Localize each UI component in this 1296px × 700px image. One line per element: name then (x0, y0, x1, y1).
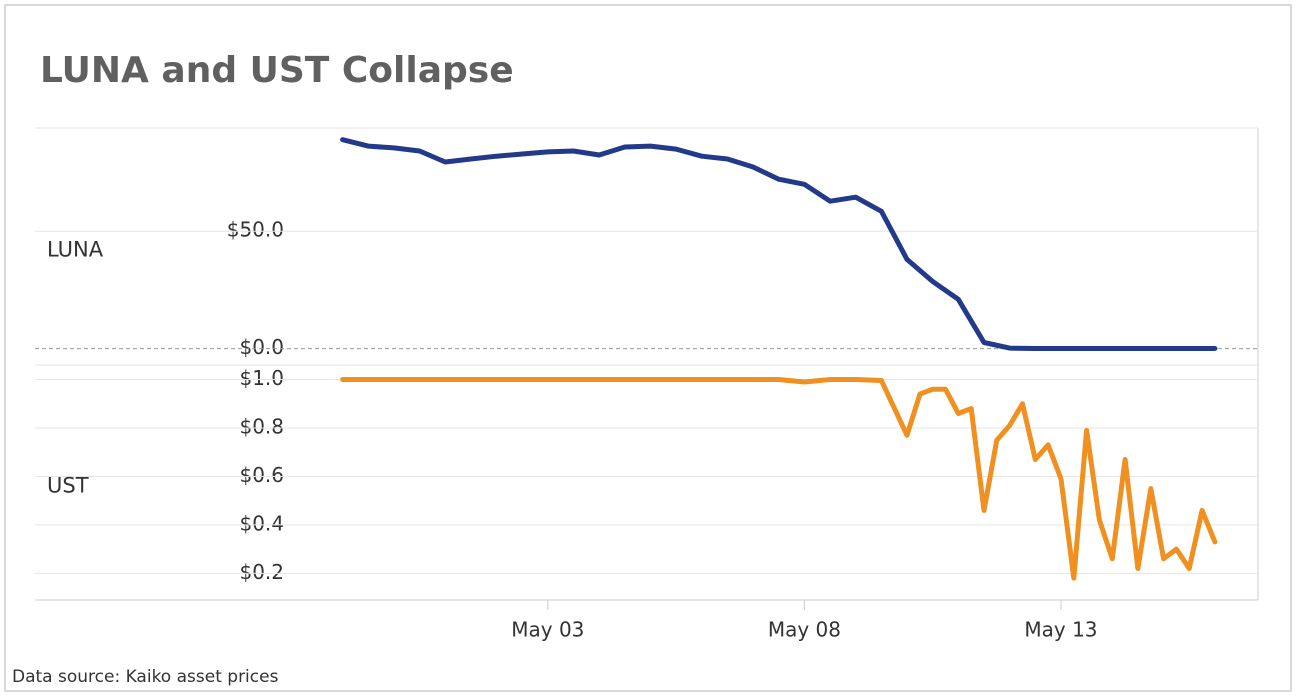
data-line (340, 137, 1218, 351)
y-tick-label: $0.0 (239, 335, 284, 359)
y-tick-label: $0.4 (239, 511, 284, 535)
y-tick-label: $0.8 (239, 414, 284, 438)
y-tick-label: $1.0 (239, 366, 284, 390)
y-tick-label: $0.6 (239, 463, 284, 487)
y-tick-label: $0.2 (239, 560, 284, 584)
source-note: Data source: Kaiko asset prices (12, 667, 279, 687)
x-tick-label: May 08 (768, 618, 841, 642)
y-tick-label: $50.0 (227, 218, 284, 242)
series-label: UST (47, 474, 89, 498)
chart-title: LUNA and UST Collapse (40, 50, 514, 91)
x-tick-label: May 03 (511, 618, 584, 642)
x-tick-label: May 13 (1024, 618, 1097, 642)
data-line (340, 377, 1218, 581)
series-label: LUNA (47, 238, 104, 262)
